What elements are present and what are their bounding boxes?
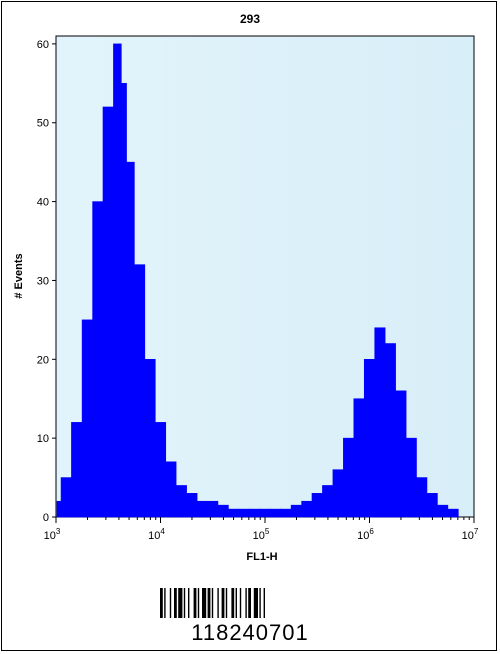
histogram-bin [165,461,177,518]
histogram-bin [363,358,376,518]
histogram-bin [426,493,438,518]
histogram-bin [113,43,122,518]
histogram-bin [437,504,449,518]
histogram-bin [207,500,219,518]
histogram-bin [71,422,83,518]
histogram-bin [395,390,407,518]
histogram-bin [290,504,302,518]
x-tick-label: 104 [148,527,165,542]
axes: 0 10 20 30 40 50 60 103 104 105 106 107 [37,39,479,542]
y-tick-label: 40 [37,197,49,209]
x-tick-label: 105 [253,527,270,542]
histogram-bin [269,508,281,518]
chart-title: 293 [240,12,260,26]
histogram-bin [301,500,313,518]
x-tick-label: 107 [462,527,479,542]
barcode-number: 118240701 [191,620,309,645]
histogram-bin [175,485,187,518]
histogram-bin [196,500,208,518]
y-tick-label: 20 [37,354,49,366]
histogram-bin [416,477,428,518]
barcode [160,588,265,618]
histogram-bin [102,106,114,518]
y-tick-label: 30 [37,275,49,287]
histogram-bin [353,398,365,518]
x-axis-label: FL1-H [246,551,277,563]
histogram-bin [134,264,146,518]
histogram-bin [56,500,62,518]
histogram-bin [343,437,355,518]
x-tick-label: 106 [357,527,374,542]
histogram-bin [374,327,386,518]
histogram-bin [259,508,271,518]
x-tick-label: 103 [44,527,61,542]
histogram-bin [384,343,396,518]
histogram-bin [332,469,344,518]
y-tick-label: 50 [37,118,49,130]
histogram-bin [126,161,135,518]
y-tick-label: 60 [37,39,49,51]
histogram-bin [81,319,93,518]
histogram-bin [144,358,156,518]
histogram-bin [60,477,72,518]
histogram-bin [92,201,104,518]
histogram-bin [238,508,250,518]
histogram-bin [228,508,240,518]
histogram-bin [447,508,459,518]
histogram-bin [322,485,334,518]
histogram-bin [121,83,127,518]
histogram-bin [405,437,417,518]
y-tick-label: 0 [43,512,49,524]
histogram-bin [186,493,198,518]
histogram-bin [311,493,323,518]
histogram-bars [56,43,459,518]
histogram-bin [249,508,261,518]
y-tick-label: 10 [37,433,49,445]
histogram-bin [280,508,292,518]
histogram-bin [154,422,167,518]
histogram-bin [217,504,229,518]
y-axis-label: # Events [13,253,25,298]
histogram-chart: 0 10 20 30 40 50 60 103 104 105 106 107 293 FL1-H #… [13,12,479,563]
